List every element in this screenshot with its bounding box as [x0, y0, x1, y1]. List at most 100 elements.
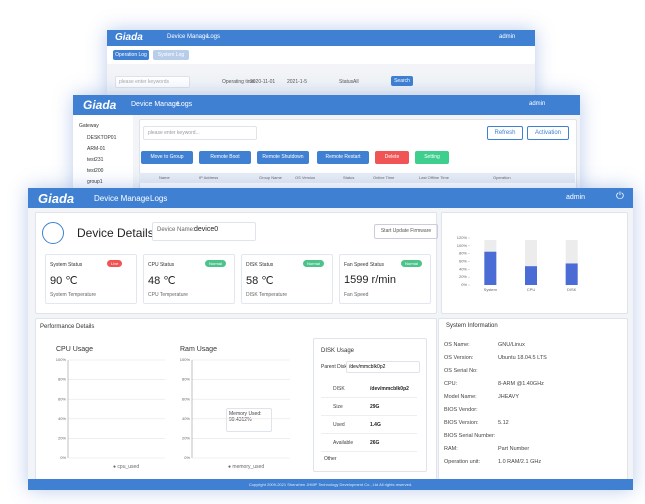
card-title: DISK Status: [246, 262, 274, 268]
info-key: Operation unit:: [444, 459, 481, 465]
info-key: RAM:: [444, 446, 458, 452]
card-value: 90 ℃: [50, 275, 78, 287]
info-key: BIOS Version:: [444, 420, 479, 426]
user[interactable]: admin: [499, 34, 516, 40]
info-key: CPU:: [444, 381, 458, 387]
other: Other: [324, 456, 337, 462]
card-value: 58 ℃: [246, 275, 274, 287]
chart-title: CPU Usage: [56, 346, 93, 353]
action-button[interactable]: Remote Shutdown: [257, 151, 309, 164]
info-key: Model Name:: [444, 394, 477, 400]
action-button[interactable]: Remote Boot: [199, 151, 251, 164]
nav[interactable]: Logs: [150, 194, 168, 203]
status-card: [143, 254, 235, 304]
select[interactable]: All: [353, 79, 359, 85]
tab[interactable]: System Log: [153, 50, 189, 60]
info-val: 1.0 RAM/2.1 GHz: [498, 459, 542, 465]
tree-root[interactable]: Gateway: [79, 123, 99, 129]
tree-item[interactable]: test200: [87, 168, 104, 174]
info-key: OS Name:: [444, 342, 470, 348]
tree-item[interactable]: test231: [87, 157, 104, 163]
legend: ● cpu_used: [113, 464, 140, 470]
device-list-window: Giada Device Manage Logs admin Gateway D…: [73, 95, 580, 195]
device-icon: [42, 222, 64, 244]
brand: Giada: [115, 32, 143, 43]
legend-label: memory_used: [232, 464, 265, 470]
date[interactable]: 2020-11-01: [250, 79, 276, 85]
label: Parent Disk: [321, 364, 347, 370]
card-caption: CPU Temperature: [148, 292, 188, 298]
label: Status: [339, 79, 354, 85]
disk-val: 1.4G: [370, 422, 381, 428]
disk-val: /dev/mmcblk0p2: [370, 386, 409, 392]
info-key: BIOS Serial Number:: [444, 433, 496, 439]
column: Last Offline Time: [419, 175, 449, 180]
log-window: Giada Device Manage Logs admin Operation…: [107, 30, 535, 100]
tab[interactable]: Operation Log: [113, 50, 149, 60]
nav[interactable]: Device Manage: [167, 34, 209, 40]
setting-button[interactable]: Setting: [415, 151, 449, 164]
tooltip: Memory Used: 99.4312%: [226, 408, 272, 432]
action-button[interactable]: Remote Restart: [317, 151, 369, 164]
action-button[interactable]: Move to Group: [141, 151, 193, 164]
badge: Live: [107, 260, 123, 267]
card-caption: Fan Speed: [344, 292, 369, 298]
column: Operation: [493, 175, 511, 180]
date[interactable]: 2021-1-5: [287, 79, 308, 85]
tree: Gateway DESKTOP01 ARM-01 test231 test200…: [73, 115, 133, 195]
column: Online Time: [373, 175, 395, 180]
power-icon[interactable]: ⏻: [616, 191, 624, 202]
badge: Normal: [205, 260, 226, 267]
search-input[interactable]: please enter keywords: [115, 76, 190, 88]
column: IP Address: [199, 175, 219, 180]
tree-item[interactable]: group1: [87, 179, 103, 185]
search-button[interactable]: Search: [391, 76, 413, 86]
delete-button[interactable]: Delete: [375, 151, 409, 164]
info-key: OS Version:: [444, 355, 474, 361]
device-details-window: Giada Device Manage Logs admin ⏻ Device …: [28, 188, 633, 490]
disk-row: [321, 399, 417, 416]
user[interactable]: admin: [529, 101, 546, 107]
info-val: Part Number: [498, 446, 530, 452]
tree-item[interactable]: ARM-01: [87, 146, 106, 152]
section-title: DISK Usage: [321, 348, 355, 354]
section-title: System Information: [446, 323, 498, 329]
update-button[interactable]: Start Update Firmware: [374, 224, 438, 239]
card-caption: DISK Temperature: [246, 292, 288, 298]
label: Operating time: [222, 79, 255, 85]
activation-button[interactable]: Activation: [527, 126, 569, 140]
title: Device Details: [77, 226, 154, 240]
device-name-input[interactable]: [152, 222, 256, 241]
card-title: Fan Speed Status: [344, 262, 385, 268]
column: Group Name: [259, 175, 282, 180]
table-header: [139, 173, 575, 183]
label: Device Name:: [157, 227, 195, 233]
info-val: 8-ARM @1.40GHz: [498, 381, 544, 387]
header: Giada Device Manage Logs admin ⏻: [28, 188, 633, 208]
info-key: BIOS Vendor:: [444, 407, 478, 413]
column: Status: [343, 175, 355, 180]
disk-val: 29G: [370, 404, 380, 410]
badge: Normal: [401, 260, 422, 267]
nav[interactable]: Logs: [177, 101, 193, 108]
disk-select[interactable]: /dev/mmcblk0p2: [346, 361, 420, 373]
tree-item[interactable]: DESKTOP01: [87, 135, 117, 141]
info-val: 5.12: [498, 420, 509, 426]
nav[interactable]: Device Manage: [131, 101, 180, 108]
nav[interactable]: Logs: [207, 34, 221, 40]
disk-row: [321, 381, 417, 398]
refresh-button[interactable]: Refresh: [487, 126, 523, 140]
info-val: JHEAVY: [498, 394, 519, 400]
brand: Giada: [38, 191, 75, 206]
disk-key: Size: [333, 404, 343, 410]
info-val: GNU/Linux: [498, 342, 525, 348]
tooltip-label: Memory Used:: [229, 411, 262, 417]
user[interactable]: admin: [566, 194, 586, 201]
legend: ● memory_used: [228, 464, 265, 470]
device-name: device0: [194, 226, 219, 233]
info-val: Ubuntu 18.04.5 LTS: [498, 355, 547, 361]
search-input[interactable]: please enter keyword...: [143, 126, 257, 140]
tabs: Operation Log System Log: [107, 46, 535, 64]
nav[interactable]: Device Manage: [94, 194, 150, 203]
